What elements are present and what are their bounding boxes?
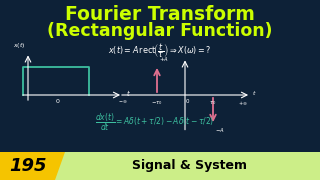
Text: $t$: $t$ <box>252 89 257 97</box>
Text: 195: 195 <box>9 157 47 175</box>
Text: (Rectangular Function): (Rectangular Function) <box>47 22 273 40</box>
Text: $x(t) = A\,\mathrm{rect}\!\left(\dfrac{t}{\tau}\right) \Rightarrow X(\omega) = ?: $x(t) = A\,\mathrm{rect}\!\left(\dfrac{t… <box>108 41 212 60</box>
Text: $+\infty$: $+\infty$ <box>238 99 247 107</box>
Text: 0: 0 <box>56 99 60 104</box>
Text: $\dfrac{dx(t)}{dt} = A\delta(t+\tau/2) - A\delta(t-\tau/2)$: $\dfrac{dx(t)}{dt} = A\delta(t+\tau/2) -… <box>95 112 215 133</box>
Text: Fourier Transform: Fourier Transform <box>65 5 255 24</box>
Text: $t$: $t$ <box>126 88 131 98</box>
Text: $\tau_0$: $\tau_0$ <box>209 99 217 107</box>
Text: $x(t)$: $x(t)$ <box>13 42 26 51</box>
Text: $+A$: $+A$ <box>159 55 169 63</box>
Polygon shape <box>55 152 320 180</box>
Text: Signal & System: Signal & System <box>132 159 247 172</box>
Text: $-\tau_0$: $-\tau_0$ <box>151 99 163 107</box>
Text: 0: 0 <box>185 99 189 104</box>
Text: $-A$: $-A$ <box>215 126 225 134</box>
Text: $-\infty$: $-\infty$ <box>118 99 127 105</box>
Polygon shape <box>0 152 68 180</box>
